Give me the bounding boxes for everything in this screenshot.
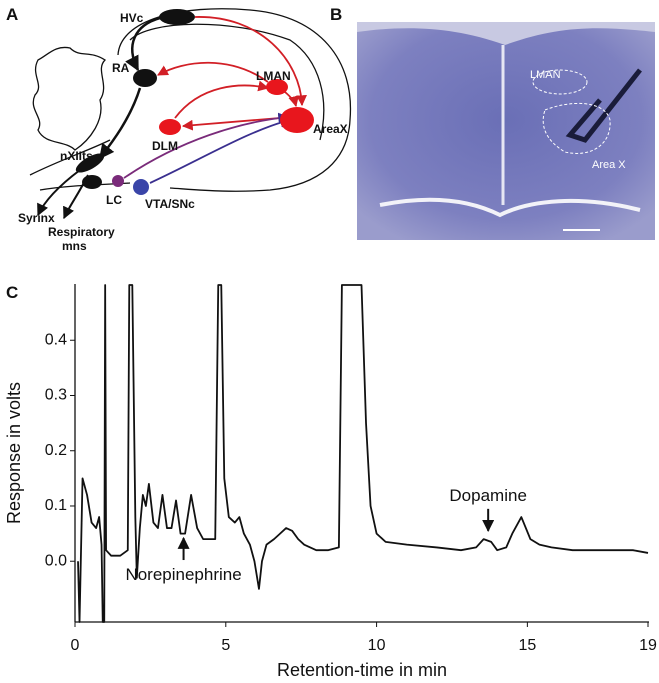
brain-inner [129, 23, 325, 141]
arrow [37, 169, 81, 217]
nucleus [266, 79, 288, 95]
arrow [149, 117, 292, 184]
node-label: nXIIts [60, 149, 93, 163]
nucleus [82, 175, 102, 189]
tissue-edge [357, 22, 655, 45]
x-tick-label: 15 [518, 637, 536, 654]
y-tick-label: 0.3 [45, 387, 67, 404]
arrow [181, 117, 281, 131]
plot-area [77, 284, 649, 623]
x-axis-label: Retention-time in min [277, 660, 447, 680]
nucleus [159, 119, 181, 135]
node-label: LMAN [256, 69, 291, 83]
trace [77, 284, 649, 623]
brain-diagram [29, 8, 352, 220]
arrow [123, 112, 290, 179]
x-tick-label: 19 [639, 637, 657, 654]
y-tick-label: 0.0 [45, 552, 67, 569]
x-tick-label: 5 [221, 637, 230, 654]
node-label: Syrinx [18, 211, 55, 225]
arrow [174, 80, 270, 119]
annotation: Dopamine [449, 486, 527, 505]
panel-label: B [330, 5, 342, 24]
region-label: Area X [592, 159, 626, 171]
nucleus [112, 175, 124, 187]
tract [565, 68, 642, 143]
nucleus [133, 69, 157, 87]
x-tick-label: 0 [71, 637, 80, 654]
node-label: DLM [152, 139, 178, 153]
y-tick-label: 0.1 [45, 497, 67, 514]
tissue [357, 22, 655, 240]
nucleus [280, 107, 314, 133]
arrow [125, 16, 161, 72]
outline [542, 102, 611, 154]
arrow [194, 16, 307, 107]
cerebellum [32, 46, 107, 151]
nucleus [159, 9, 195, 25]
arrow [157, 61, 269, 83]
nucleus [75, 153, 105, 173]
node-label: mns [62, 239, 87, 253]
node-label: AreaX [313, 122, 348, 136]
arrow [284, 91, 299, 108]
y-tick-label: 0.4 [45, 331, 67, 348]
micrograph: LMAN Area X [357, 22, 655, 240]
node-label: HVc [120, 11, 144, 25]
panel-label: C [6, 283, 18, 302]
node-label: RA [112, 61, 130, 75]
outline [532, 69, 588, 95]
node-label: VTA/SNc [145, 197, 195, 211]
node-label: Respiratory [48, 225, 115, 239]
x-tick-label: 10 [368, 637, 386, 654]
panel-label: A [6, 5, 18, 24]
ventricle [379, 197, 641, 218]
annotation: Norepinephrine [125, 565, 241, 584]
y-axis-label: Response in volts [4, 382, 24, 524]
node-label: LC [106, 193, 122, 207]
region-label: LMAN [530, 69, 561, 81]
arrow [99, 87, 142, 160]
nucleus [133, 179, 149, 195]
y-tick-label: 0.2 [45, 442, 67, 459]
brain-outline [117, 8, 352, 192]
